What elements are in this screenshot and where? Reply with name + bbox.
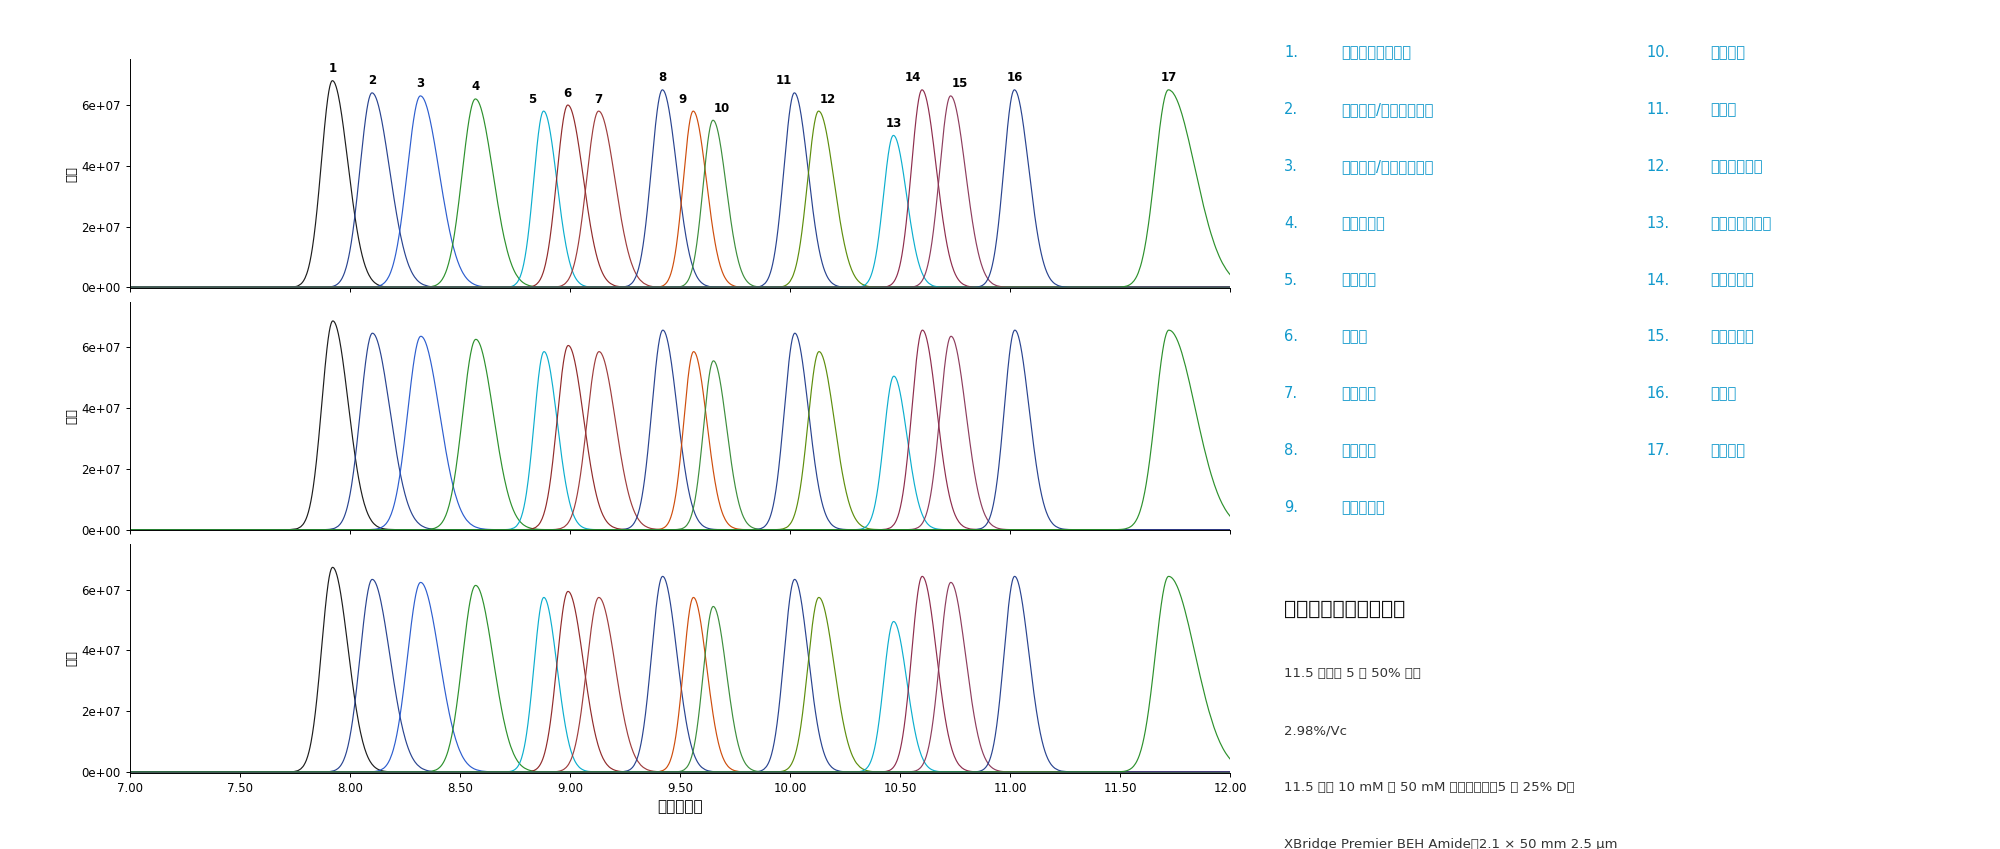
Text: 11.: 11. bbox=[1646, 102, 1670, 117]
Text: 11: 11 bbox=[776, 75, 792, 87]
Text: 5.: 5. bbox=[1284, 273, 1298, 288]
Text: 13: 13 bbox=[886, 117, 902, 130]
Text: 2: 2 bbox=[368, 75, 376, 87]
Text: チロシン: チロシン bbox=[1340, 273, 1376, 288]
Text: 16.: 16. bbox=[1646, 386, 1670, 402]
Text: グリシン: グリシン bbox=[1710, 45, 1746, 60]
Text: グルタミン酸: グルタミン酸 bbox=[1710, 159, 1762, 174]
Text: アスパラギン酸: アスパラギン酸 bbox=[1710, 216, 1772, 231]
Text: バリン: バリン bbox=[1340, 329, 1368, 345]
Text: 1.: 1. bbox=[1284, 45, 1298, 60]
Text: 15: 15 bbox=[952, 77, 968, 91]
Y-axis label: 強度: 強度 bbox=[66, 408, 78, 424]
Text: 4.: 4. bbox=[1284, 216, 1298, 231]
Text: 17.: 17. bbox=[1646, 443, 1670, 458]
Text: 8.: 8. bbox=[1284, 443, 1298, 458]
Text: XBridge Premier BEH Amide、2.1 × 50 mm 2.5 μm: XBridge Premier BEH Amide、2.1 × 50 mm 2.… bbox=[1284, 838, 1618, 849]
Text: 6.: 6. bbox=[1284, 329, 1298, 345]
Text: 9.: 9. bbox=[1284, 500, 1298, 515]
Text: 10: 10 bbox=[714, 102, 730, 115]
Text: 9: 9 bbox=[678, 93, 686, 105]
Text: 1: 1 bbox=[328, 62, 336, 76]
Text: 7.: 7. bbox=[1284, 386, 1298, 402]
Text: セリン: セリン bbox=[1710, 102, 1736, 117]
Text: 14.: 14. bbox=[1646, 273, 1670, 288]
Text: メチオニン: メチオニン bbox=[1340, 216, 1384, 231]
Text: 7: 7 bbox=[594, 93, 602, 105]
Text: 3.: 3. bbox=[1284, 159, 1298, 174]
Text: 4: 4 bbox=[472, 81, 480, 93]
Text: 13.: 13. bbox=[1646, 216, 1670, 231]
Text: 8: 8 bbox=[658, 71, 666, 84]
Text: 最終グラジエント条件: 最終グラジエント条件 bbox=[1284, 600, 1406, 619]
Text: 6: 6 bbox=[564, 87, 572, 99]
Text: 2.: 2. bbox=[1284, 102, 1298, 117]
Text: 10.: 10. bbox=[1646, 45, 1670, 60]
Text: リジン: リジン bbox=[1710, 386, 1736, 402]
Text: プロリン: プロリン bbox=[1340, 386, 1376, 402]
Text: ヒスチジン: ヒスチジン bbox=[1710, 273, 1754, 288]
Text: アルギニン: アルギニン bbox=[1710, 329, 1754, 345]
Text: 2.98%/Vc: 2.98%/Vc bbox=[1284, 724, 1348, 737]
Text: ロイシン/イソロイシン: ロイシン/イソロイシン bbox=[1340, 159, 1434, 174]
Text: 12: 12 bbox=[820, 93, 836, 105]
Text: スレオニン: スレオニン bbox=[1340, 500, 1384, 515]
Text: 11.5 分間で 5 ～ 50% 水系: 11.5 分間で 5 ～ 50% 水系 bbox=[1284, 667, 1422, 680]
Y-axis label: 強度: 強度 bbox=[66, 650, 78, 666]
Text: 16: 16 bbox=[1006, 71, 1022, 84]
Text: 12.: 12. bbox=[1646, 159, 1670, 174]
X-axis label: 時間（分）: 時間（分） bbox=[658, 799, 702, 814]
Text: フェニルアラニン: フェニルアラニン bbox=[1340, 45, 1412, 60]
Text: 14: 14 bbox=[906, 71, 922, 84]
Text: ロイシン/イソロイシン: ロイシン/イソロイシン bbox=[1340, 102, 1434, 117]
Text: 11.5 分で 10 mM ～ 50 mM バッファー（5 ～ 25% D）: 11.5 分で 10 mM ～ 50 mM バッファー（5 ～ 25% D） bbox=[1284, 781, 1574, 794]
Text: 5: 5 bbox=[528, 93, 536, 105]
Text: 15.: 15. bbox=[1646, 329, 1670, 345]
Y-axis label: 強度: 強度 bbox=[66, 166, 78, 182]
Text: 17: 17 bbox=[1160, 71, 1176, 84]
Text: 3: 3 bbox=[416, 77, 424, 91]
Text: シスチン: シスチン bbox=[1710, 443, 1746, 458]
Text: アラニン: アラニン bbox=[1340, 443, 1376, 458]
